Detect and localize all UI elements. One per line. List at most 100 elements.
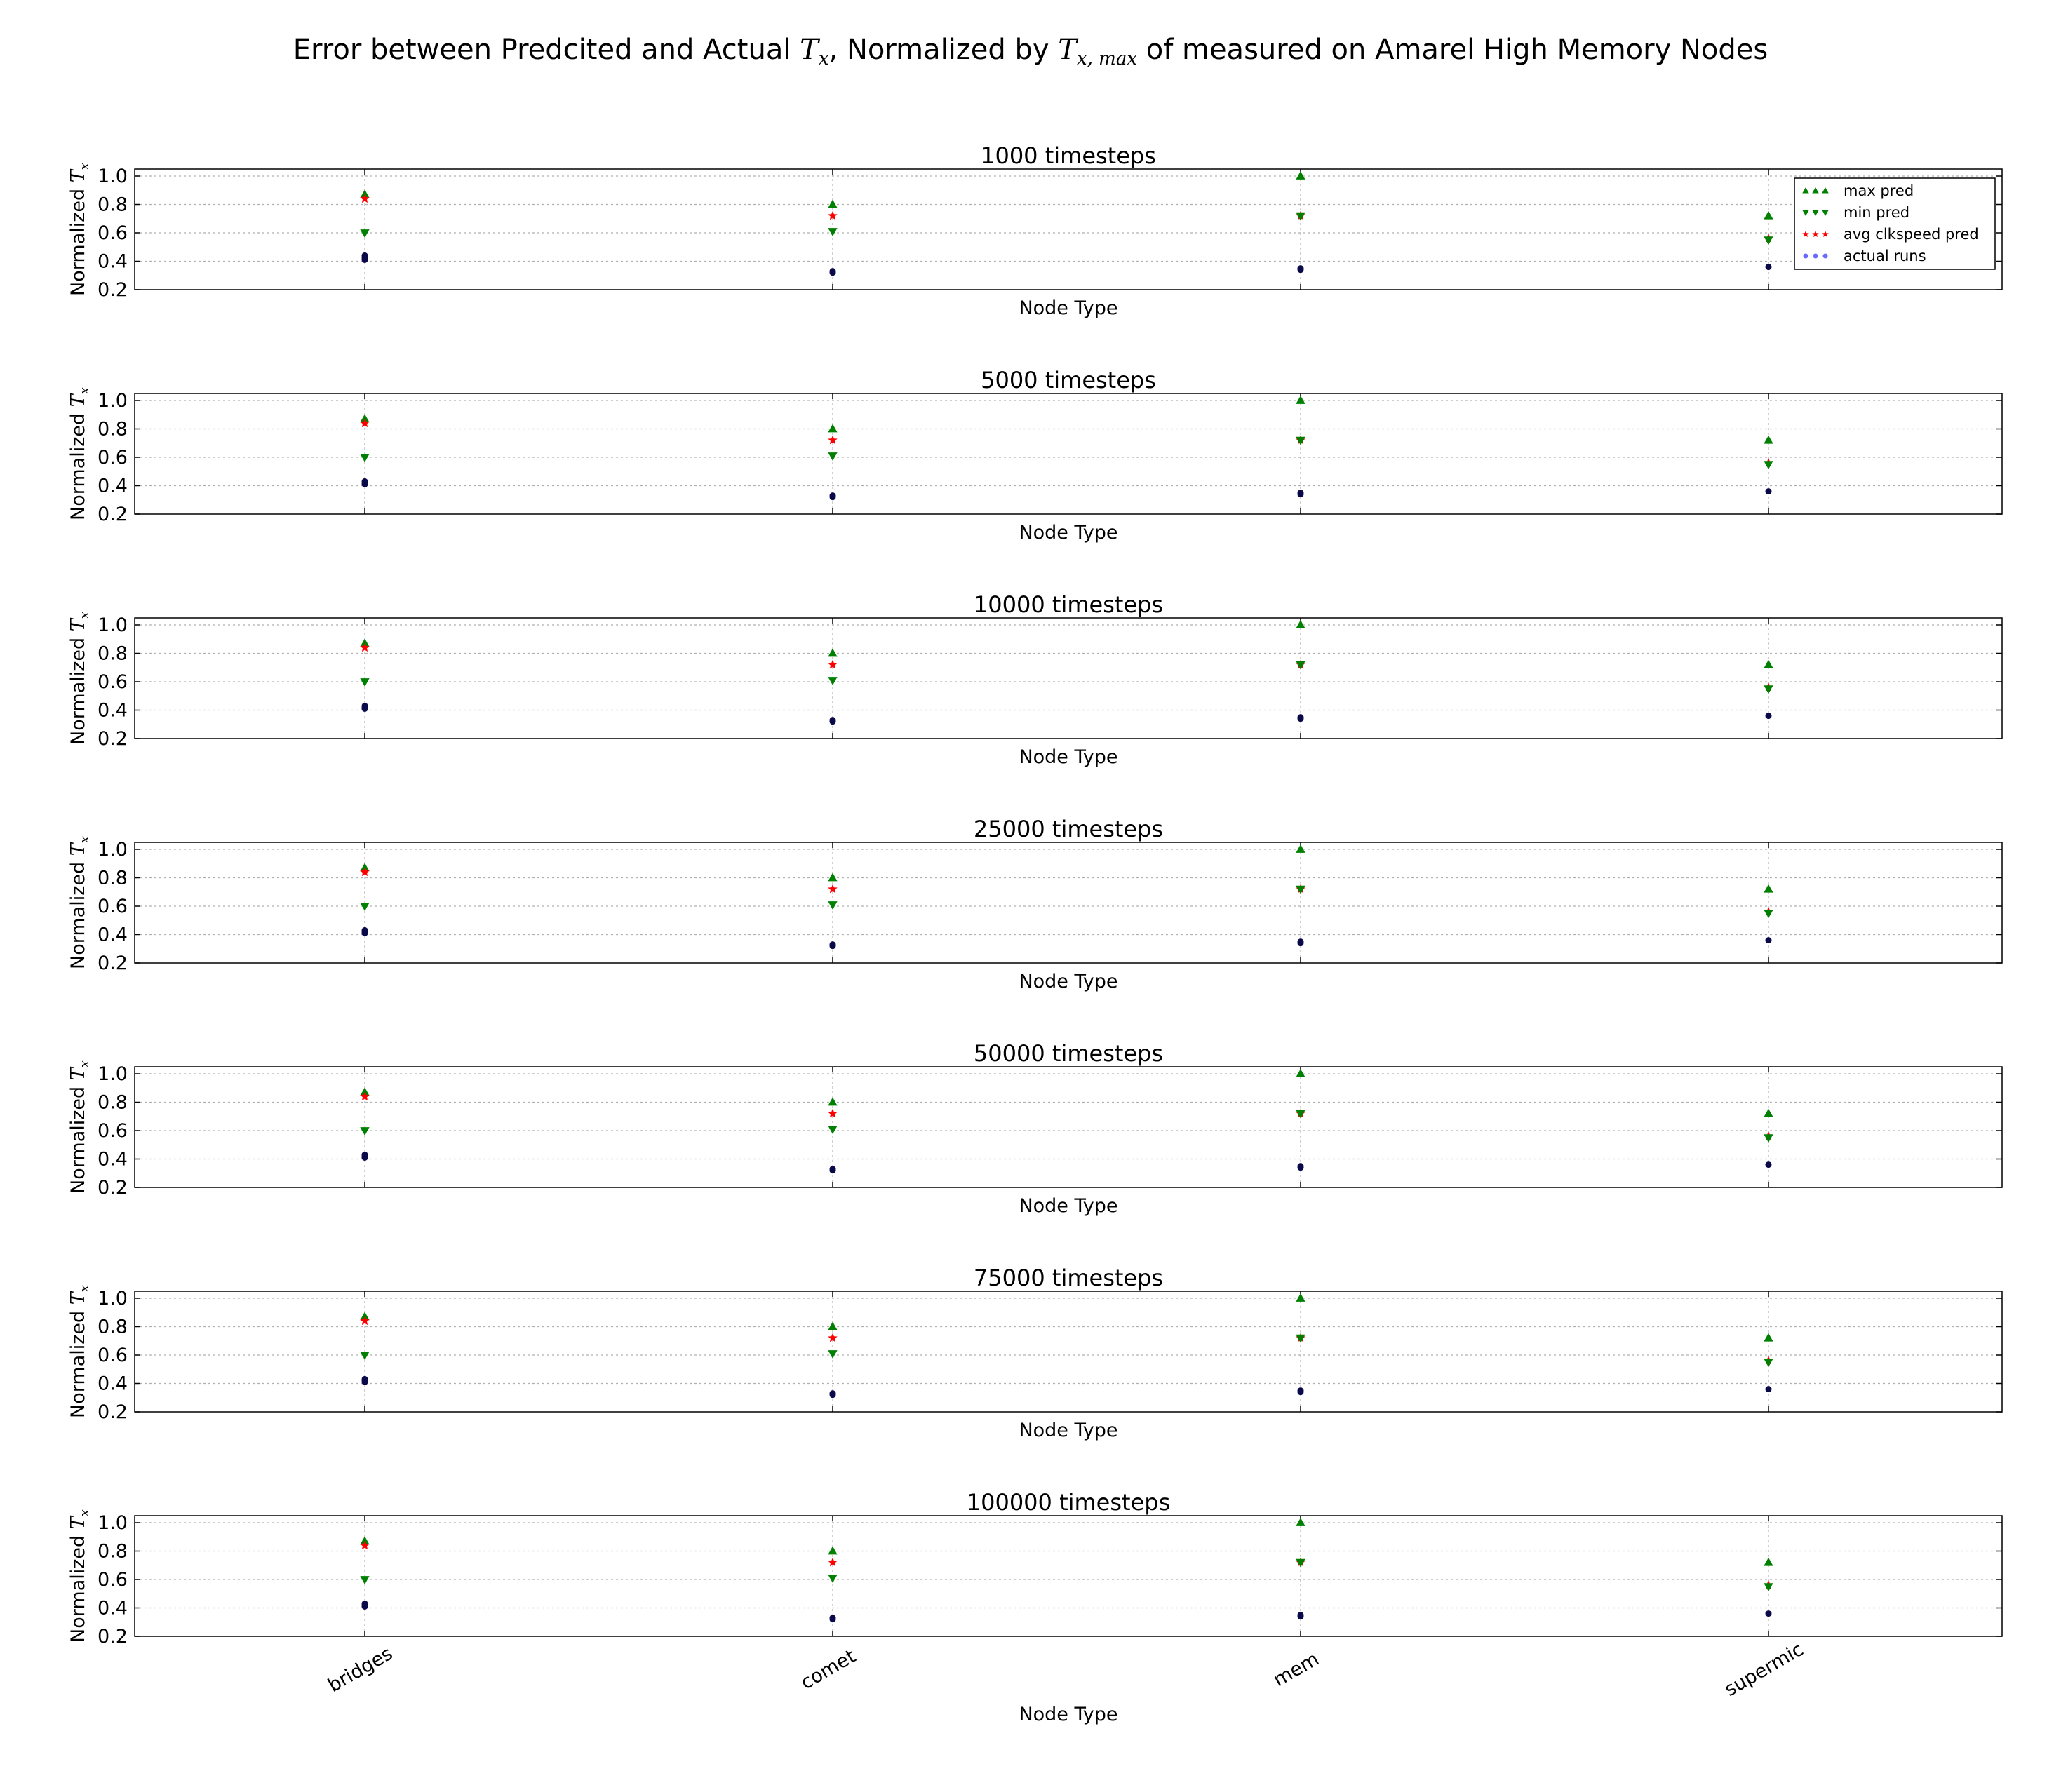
- max-pred-point: [1296, 171, 1305, 180]
- axes-frame: [134, 1515, 2003, 1637]
- max-pred-point: [1296, 1518, 1305, 1526]
- x-tick-label: comet: [797, 1645, 859, 1694]
- min-pred-point: [1296, 1558, 1305, 1568]
- max-pred-point: [1296, 844, 1305, 853]
- min-pred-point: [1296, 1334, 1305, 1343]
- legend-marker: [1822, 253, 1828, 259]
- avg-clkspeed-pred-point: [360, 194, 370, 203]
- max-pred-point: [1296, 620, 1305, 628]
- x-tick-label: supermic: [1721, 1638, 1807, 1701]
- y-tick-label: 0.2: [98, 504, 128, 525]
- max-pred-point: [1296, 396, 1305, 404]
- min-pred-point: [1764, 461, 1773, 470]
- min-pred-point: [828, 677, 838, 685]
- y-tick-label: 0.4: [98, 700, 128, 722]
- max-pred-point: [828, 1321, 838, 1330]
- y-tick-label: 0.4: [98, 476, 128, 497]
- actual-run-point: [829, 492, 836, 499]
- min-pred-point: [828, 901, 838, 910]
- legend-marker: [1812, 231, 1819, 237]
- avg-clkspeed-pred-point: [360, 642, 370, 652]
- min-pred-point: [1764, 910, 1773, 919]
- y-tick-label: 1.0: [98, 390, 128, 412]
- y-axis-label: Normalized Tx: [67, 387, 92, 520]
- y-tick-label: 0.6: [98, 447, 128, 469]
- y-tick-label: 0.2: [98, 728, 128, 750]
- legend-label: max pred: [1844, 182, 1914, 199]
- actual-run-point: [829, 717, 836, 724]
- max-pred-point: [1764, 1333, 1773, 1342]
- actual-run-point: [361, 478, 368, 485]
- panel-6: 75000 timesteps 0.2 0.4 0.6 0.8 1.0 Normalized…: [67, 1265, 2003, 1441]
- avg-clkspeed-pred-point: [360, 867, 370, 877]
- min-pred-point: [360, 1576, 370, 1584]
- min-pred-point: [1296, 885, 1305, 894]
- x-axis-label: Node Type: [1019, 1420, 1117, 1441]
- legend-marker: [1812, 187, 1819, 194]
- min-pred-point: [360, 454, 370, 462]
- y-tick-label: 1.0: [98, 614, 128, 636]
- avg-clkspeed-pred-point: [360, 1091, 370, 1101]
- legend-marker: [1822, 210, 1829, 216]
- panel-subtitle: 50000 timesteps: [974, 1040, 1163, 1067]
- legend-marker: [1803, 253, 1808, 259]
- min-pred-point: [828, 1126, 838, 1134]
- max-pred-point: [1296, 1293, 1305, 1302]
- axes-frame: [134, 617, 2003, 739]
- min-pred-point: [360, 1127, 370, 1136]
- min-pred-point: [360, 678, 370, 687]
- actual-run-point: [1765, 264, 1772, 271]
- panel-subtitle: 100000 timesteps: [967, 1489, 1171, 1516]
- x-axis-label: Node Type: [1019, 971, 1117, 992]
- min-pred-point: [1764, 1583, 1773, 1592]
- min-pred-point: [828, 1350, 838, 1359]
- y-axis-label: Normalized Tx: [67, 163, 92, 296]
- panel-5: 50000 timesteps 0.2 0.4 0.6 0.8 1.0 Normalized…: [67, 1040, 2003, 1217]
- title-math-2-sub: x, max: [1077, 48, 1137, 69]
- max-pred-point: [1764, 435, 1773, 444]
- y-axis-label-math: T: [67, 393, 89, 407]
- legend-marker: [1822, 231, 1829, 237]
- actual-run-point: [361, 1375, 368, 1382]
- title-math-1: T: [800, 34, 821, 66]
- y-tick-label: 1.0: [98, 166, 128, 187]
- actual-run-point: [1765, 937, 1772, 944]
- min-pred-point: [360, 229, 370, 238]
- actual-run-point: [1765, 1161, 1772, 1168]
- y-axis-label-math-sub: x: [77, 1509, 92, 1516]
- y-tick-label: 0.4: [98, 251, 128, 273]
- actual-run-point: [829, 1166, 836, 1173]
- min-pred-point: [360, 903, 370, 911]
- actual-run-point: [1297, 1163, 1304, 1170]
- y-axis-label-math-sub: x: [77, 387, 92, 394]
- max-pred-point: [828, 199, 838, 208]
- min-pred-point: [1764, 236, 1773, 245]
- y-tick-label: 0.6: [98, 222, 128, 244]
- y-tick-label: 0.4: [98, 1149, 128, 1171]
- max-pred-point: [828, 873, 838, 882]
- max-pred-point: [360, 1312, 370, 1321]
- legend-marker: [1813, 253, 1818, 259]
- axes-frame: [134, 1291, 2003, 1413]
- max-pred-point: [360, 1087, 370, 1096]
- avg-clkspeed-pred-point: [828, 884, 838, 894]
- y-tick-label: 0.6: [98, 671, 128, 693]
- y-axis-label-math-sub: x: [77, 612, 92, 619]
- y-tick-label: 1.0: [98, 1288, 128, 1309]
- min-pred-point: [1764, 685, 1773, 694]
- panel-3: 10000 timesteps 0.2 0.4 0.6 0.8 1.0 Normalized…: [67, 591, 2003, 768]
- max-pred-point: [1764, 884, 1773, 893]
- avg-clkspeed-pred-point: [828, 1557, 838, 1567]
- x-axis-label: Node Type: [1019, 1195, 1117, 1217]
- y-tick-label: 0.6: [98, 896, 128, 917]
- x-tick-label: mem: [1270, 1648, 1322, 1691]
- actual-run-point: [361, 255, 368, 262]
- avg-clkspeed-pred-point: [828, 210, 838, 220]
- avg-clkspeed-pred-point: [828, 1333, 838, 1342]
- y-tick-label: 1.0: [98, 1063, 128, 1085]
- avg-clkspeed-pred-point: [360, 1316, 370, 1326]
- panels: 1000 timesteps 0.2 0.4 0.6 0.8 1.0 Normalized …: [67, 142, 2003, 1725]
- legend-marker: [1822, 187, 1829, 194]
- max-pred-point: [360, 1536, 370, 1545]
